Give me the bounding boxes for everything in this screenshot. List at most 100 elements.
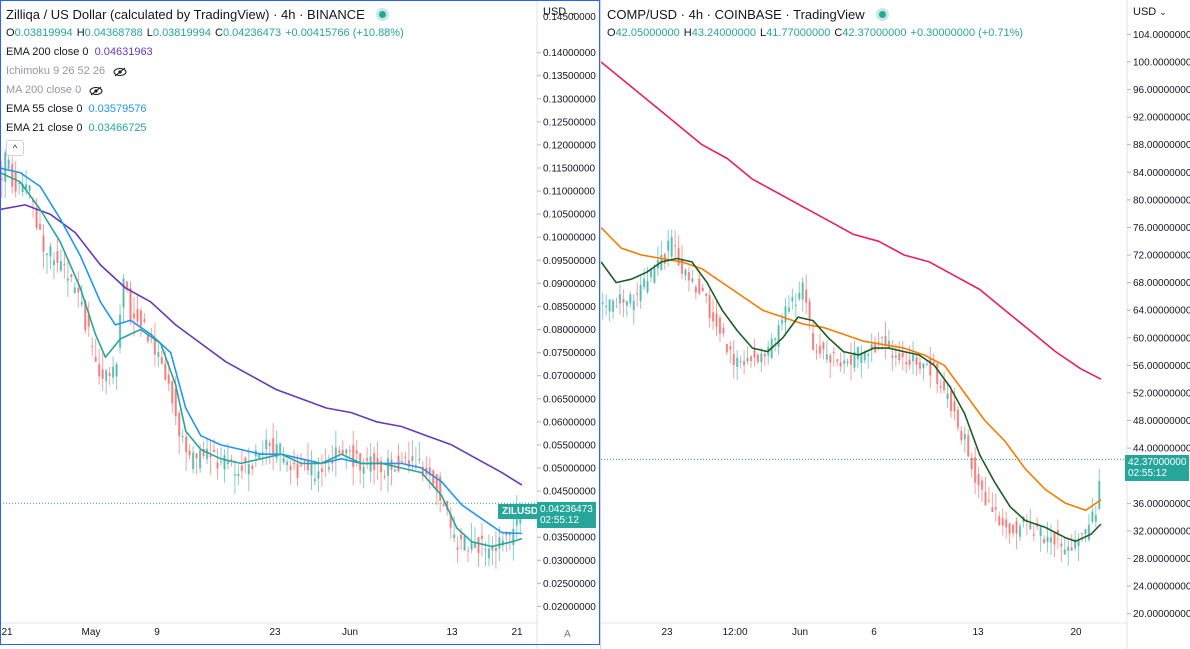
price-axis-label: 24.00000000: [1133, 582, 1190, 593]
indicator-row[interactable]: EMA 55 close 0 0.03579576: [6, 100, 408, 119]
indicator-label: MA 200 close 0: [6, 84, 82, 96]
candle-body: [237, 473, 240, 477]
right-countdown: 02:55:12: [1128, 468, 1167, 479]
candle: [299, 453, 303, 468]
candle-body: [136, 309, 139, 322]
candle: [601, 292, 604, 320]
left-chart-pane[interactable]: 0.14000000 0.13500000 0.13000000 0.12500000…: [0, 0, 600, 649]
left-symbol-title[interactable]: Zilliqa / US Dollar (calculated by Tradi…: [6, 5, 408, 24]
right-symbol-title[interactable]: COMP/USD · 4h · COINBASE · TradingView: [607, 5, 1027, 24]
auto-scale-button[interactable]: A: [564, 629, 571, 640]
price-axis-label: 72.00000000: [1133, 251, 1190, 262]
candle: [1015, 517, 1018, 550]
candle: [139, 307, 143, 337]
candle-body: [157, 352, 160, 357]
time-axis-label: 13: [972, 627, 984, 638]
candle-body: [829, 355, 832, 363]
candle-body: [1029, 523, 1032, 530]
candle-body: [299, 464, 303, 467]
candle-body: [49, 246, 52, 257]
candle-body: [11, 164, 14, 187]
candle: [105, 368, 108, 395]
candle-body: [718, 317, 722, 334]
candle: [715, 300, 718, 337]
candle-body: [289, 465, 292, 471]
price-axis-label: 0.07500000: [543, 348, 596, 359]
ohlc-value: 42.37000000: [842, 27, 907, 39]
candle-body: [715, 313, 718, 327]
candle: [739, 355, 742, 369]
candle-body: [1087, 524, 1091, 540]
candle-body: [115, 364, 118, 377]
candle: [466, 546, 470, 563]
candle-body: [432, 470, 435, 485]
right-chart-canvas[interactable]: 104.00000000 100.00000000 96.00000000 92.00…: [601, 0, 1190, 649]
indicator-value: 0.04631963: [94, 46, 153, 58]
candle-body: [101, 369, 104, 379]
candle: [884, 321, 887, 360]
candle-body: [345, 449, 348, 454]
candle: [915, 353, 918, 376]
candle: [643, 268, 646, 290]
collapse-legend-button[interactable]: ^: [6, 140, 24, 156]
candle-body: [1077, 540, 1080, 547]
price-axis-label: 0.09500000: [543, 256, 596, 267]
candle: [639, 274, 642, 309]
candle-body: [1039, 527, 1042, 537]
left-currency-label: USD: [543, 6, 567, 18]
candle-body: [908, 359, 911, 365]
candle: [400, 452, 404, 463]
candle: [98, 348, 101, 385]
candle: [494, 531, 498, 569]
candle-body: [911, 354, 915, 362]
indicator-row[interactable]: EMA 21 close 0 0.03466725: [6, 119, 408, 138]
candle: [226, 443, 230, 470]
candle-body: [324, 462, 327, 464]
left-chart-canvas[interactable]: 0.14000000 0.13500000 0.13000000 0.12500000…: [0, 0, 600, 649]
right-currency-selector[interactable]: USD ⌄: [1133, 6, 1167, 18]
candle: [1063, 537, 1066, 556]
candle: [832, 346, 835, 367]
indicator-row[interactable]: MA 200 close 0: [6, 81, 408, 100]
ohlc-value: 43.24000000: [691, 27, 756, 39]
hidden-eye-icon[interactable]: [89, 86, 103, 96]
candle: [101, 352, 104, 391]
price-axis-label: 20.00000000: [1133, 609, 1190, 620]
left-countdown: 02:55:12: [540, 515, 579, 526]
candle: [216, 448, 219, 480]
indicator-row[interactable]: Ichimoku 9 26 52 26: [6, 62, 408, 81]
candle-body: [453, 534, 456, 539]
candle-body: [376, 458, 379, 463]
indicator-row[interactable]: EMA 200 close 0 0.04631963: [6, 43, 408, 62]
hidden-eye-icon[interactable]: [113, 67, 127, 77]
candle: [901, 340, 904, 371]
candle-body: [77, 287, 80, 293]
left-currency-selector[interactable]: USD ⌄: [543, 6, 577, 18]
candle-body: [1005, 519, 1008, 528]
candle-body: [98, 364, 101, 377]
price-axis-label: 0.08000000: [543, 325, 596, 336]
candle-body: [1046, 536, 1049, 542]
candle: [729, 341, 732, 364]
candle-body: [787, 307, 791, 312]
candle-body: [216, 462, 219, 469]
candle-body: [749, 356, 753, 362]
candle-body: [994, 507, 997, 510]
indicator-label: EMA 21 close 0: [6, 122, 83, 134]
candle-body: [219, 461, 223, 463]
candle: [512, 516, 515, 561]
right-chart-pane[interactable]: 104.00000000 100.00000000 96.00000000 92.00…: [601, 0, 1190, 649]
market-open-icon: [878, 11, 886, 18]
candle: [240, 450, 243, 480]
candle: [508, 531, 511, 551]
candle: [977, 466, 980, 499]
chevron-down-icon: ⌄: [569, 7, 577, 17]
candle: [254, 444, 257, 468]
candle: [56, 237, 59, 273]
pane-divider[interactable]: [600, 0, 601, 649]
candle-body: [774, 338, 777, 340]
candle-body: [306, 460, 310, 471]
candle-body: [967, 435, 970, 457]
candle: [251, 463, 254, 476]
candle: [929, 346, 932, 389]
